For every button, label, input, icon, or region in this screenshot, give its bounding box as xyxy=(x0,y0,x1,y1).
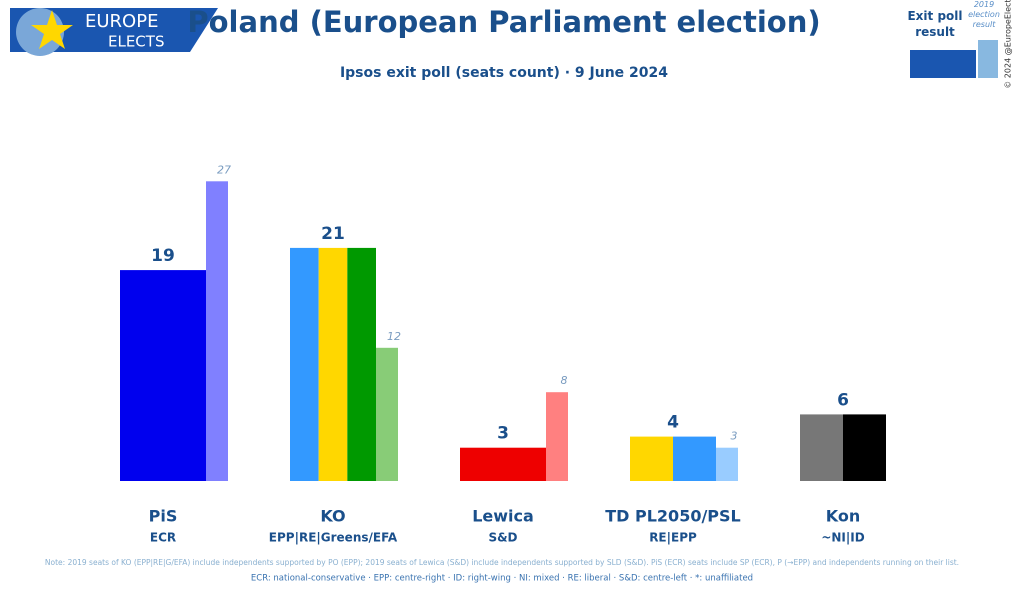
chart-title: Poland (European Parliament election) xyxy=(187,5,820,39)
bar xyxy=(843,414,886,481)
group-label: EPP|RE|Greens/EFA xyxy=(269,531,398,545)
group-label: ~NI|ID xyxy=(821,531,864,545)
logo-text: EUROPE xyxy=(85,11,158,32)
bar xyxy=(716,447,738,481)
legend-swatch xyxy=(910,50,976,78)
bar xyxy=(206,181,228,482)
group-label: ECR xyxy=(150,531,176,545)
bar xyxy=(347,247,376,481)
bar xyxy=(318,247,348,481)
logo-star xyxy=(31,10,73,49)
group-label: RE|EPP xyxy=(649,531,697,545)
value-label: 21 xyxy=(321,224,345,244)
value-label: 6 xyxy=(837,390,849,410)
legend-label: Exit poll result xyxy=(907,9,963,39)
x-tick-label: TD PL2050/PSL xyxy=(605,507,741,526)
note: ECR: national-conservative · EPP: centre… xyxy=(251,574,753,584)
bar xyxy=(546,392,568,481)
value-label: 8 xyxy=(561,374,568,387)
bar xyxy=(376,347,398,481)
group-label: S&D xyxy=(488,531,517,545)
bar xyxy=(120,270,206,481)
copyright: © 2024 @EuropeElects xyxy=(1004,0,1013,89)
value-label: 3 xyxy=(731,430,738,443)
bar xyxy=(460,447,546,481)
logo-text: ELECTS xyxy=(108,33,164,51)
value-label: 19 xyxy=(151,246,175,266)
x-tick-label: PiS xyxy=(149,507,178,526)
value-label: 27 xyxy=(217,163,231,176)
bar xyxy=(290,247,319,481)
x-tick-label: Lewica xyxy=(472,507,534,526)
legend-label: 2019 election result xyxy=(968,0,1000,29)
value-label: 3 xyxy=(497,424,509,444)
chart-subtitle: Ipsos exit poll (seats count) · 9 June 2… xyxy=(340,65,668,81)
x-tick-label: KO xyxy=(320,507,345,526)
bar xyxy=(630,436,673,481)
value-label: 4 xyxy=(667,413,679,433)
legend-swatch xyxy=(978,40,998,78)
bar xyxy=(673,436,716,481)
value-label: 12 xyxy=(387,330,401,343)
note: Note: 2019 seats of KO (EPP|RE|G/EFA) in… xyxy=(45,558,959,567)
x-tick-label: Kon xyxy=(826,507,861,526)
bar xyxy=(800,414,843,481)
